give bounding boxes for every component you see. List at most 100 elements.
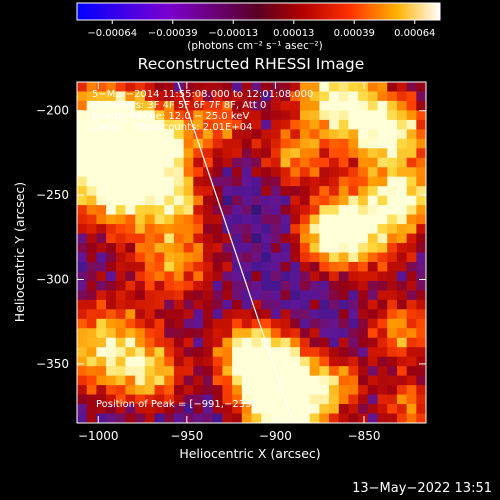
heatmap-cell — [86, 176, 97, 187]
heatmap-cell — [77, 337, 88, 348]
heatmap-cell — [406, 138, 417, 149]
heatmap-cell — [173, 318, 185, 329]
heatmap-cell — [144, 413, 156, 423]
heatmap-cell — [270, 299, 282, 310]
heatmap-cell — [416, 176, 426, 187]
heatmap-cell — [309, 195, 320, 206]
heatmap-cell — [377, 167, 388, 178]
heatmap-cell — [406, 366, 417, 377]
heatmap-cell — [348, 271, 359, 282]
heatmap-cell — [241, 243, 253, 254]
heatmap-cell — [396, 82, 408, 93]
heatmap-cell — [358, 318, 369, 329]
heatmap-cell — [164, 356, 175, 367]
heatmap-cell — [299, 299, 311, 310]
heatmap-cell — [173, 138, 185, 149]
heatmap-cell — [396, 195, 408, 206]
heatmap-cell — [154, 214, 165, 225]
heatmap-cell — [348, 375, 359, 386]
heatmap-cell — [203, 375, 214, 386]
heatmap-cell — [77, 195, 88, 206]
heatmap-cell — [203, 385, 214, 396]
heatmap-cell — [329, 129, 340, 140]
heatmap-cell — [115, 100, 127, 112]
colorbar: −0.00064 −0.00039 −0.00013 0.00013 0.00039 0.… — [76, 2, 441, 52]
heatmap-cell — [173, 233, 185, 244]
heatmap-cell — [154, 91, 165, 102]
heatmap-cell — [212, 290, 224, 301]
heatmap-cell — [125, 138, 136, 149]
heatmap-cell — [232, 394, 243, 405]
heatmap-cell — [115, 385, 127, 396]
heatmap-cell — [241, 366, 253, 377]
heatmap-cell — [387, 195, 398, 206]
x-axis-label: Heliocentric X (arcsec) — [179, 446, 320, 461]
heatmap-cell — [367, 271, 379, 282]
heatmap-cell — [348, 328, 359, 339]
heatmap-cell — [406, 224, 417, 235]
heatmap-cell — [270, 186, 282, 197]
heatmap-cell — [358, 167, 369, 178]
heatmap-cell — [154, 167, 165, 178]
heatmap-cell — [115, 366, 127, 377]
heatmap-cell — [144, 404, 156, 415]
heatmap-cell — [280, 110, 291, 121]
heatmap-cell — [367, 309, 379, 320]
heatmap-cell — [251, 138, 262, 149]
heatmap-cell — [348, 110, 359, 121]
heatmap-cell — [251, 280, 262, 291]
heatmap-cell — [299, 167, 311, 178]
heatmap-cell — [115, 309, 127, 320]
heatmap-cell — [125, 328, 136, 339]
heatmap-cell — [377, 233, 388, 244]
heatmap-cell — [251, 148, 262, 159]
heatmap-cell — [329, 385, 340, 396]
heatmap-cell — [164, 91, 175, 102]
heatmap-cell — [203, 252, 214, 263]
heatmap-cell — [270, 119, 282, 130]
heatmap-cell — [299, 186, 311, 197]
heatmap-cell — [377, 138, 388, 149]
heatmap-cell — [358, 119, 369, 130]
heatmap-cell — [309, 243, 320, 254]
heatmap-cell — [416, 318, 426, 329]
heatmap-cell — [164, 271, 175, 282]
heatmap-cell — [241, 148, 253, 159]
heatmap-cell — [416, 328, 426, 339]
heatmap-cell — [338, 214, 350, 225]
heatmap-cell — [338, 119, 350, 130]
heatmap-cell — [280, 100, 291, 112]
heatmap-cell — [106, 243, 117, 254]
heatmap-cell — [367, 138, 379, 149]
heatmap-cell — [203, 280, 214, 291]
heatmap-cell — [135, 157, 146, 168]
heatmap-cell — [154, 100, 165, 112]
heatmap-cell — [377, 243, 388, 254]
heatmap-cell — [232, 119, 243, 130]
heatmap-cell — [77, 214, 88, 225]
heatmap-cell — [96, 82, 107, 93]
heatmap-cell — [106, 224, 117, 235]
heatmap-cell — [241, 375, 253, 386]
heatmap-cell — [173, 167, 185, 178]
heatmap-cell — [270, 252, 282, 263]
heatmap-cell — [193, 243, 204, 254]
heatmap-cell — [338, 167, 350, 178]
heatmap-cell — [396, 233, 408, 244]
heatmap-cell — [154, 337, 165, 348]
heatmap-cell — [241, 91, 253, 102]
heatmap-cell — [212, 243, 224, 254]
heatmap-cell — [193, 375, 204, 386]
heatmap-cell — [144, 129, 156, 140]
heatmap-cell — [299, 375, 311, 386]
heatmap-cell — [96, 119, 107, 130]
heatmap-cell — [280, 205, 291, 216]
heatmap-cell — [164, 195, 175, 206]
heatmap-cell — [144, 290, 156, 301]
heatmap-cell — [154, 280, 165, 291]
colorbar-tick-label: 0.00039 — [334, 28, 375, 39]
heatmap-cell — [416, 100, 426, 112]
heatmap-cell — [261, 129, 272, 140]
heatmap-cell — [96, 318, 107, 329]
heatmap-cell — [396, 129, 408, 140]
